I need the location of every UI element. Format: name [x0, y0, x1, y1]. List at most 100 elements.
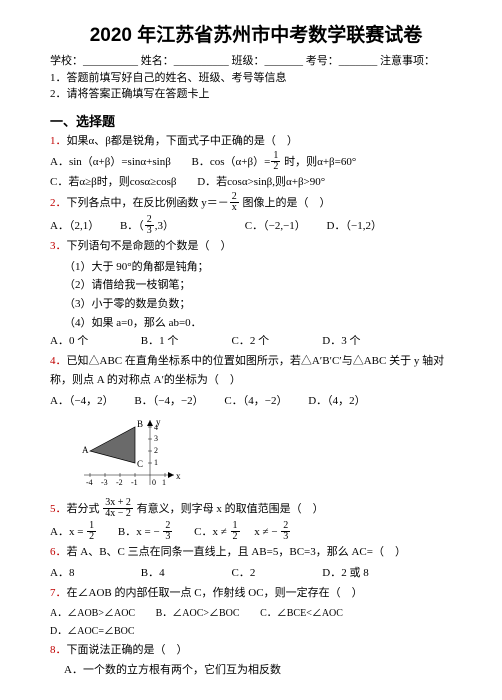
q6-num: 6． — [50, 546, 67, 558]
q3-opt-b: B．1 个 — [141, 332, 211, 352]
q3-s3: （3）小于零的数是负数； — [50, 295, 462, 314]
q7-opt-d: D．∠AOC=∠BOC — [50, 623, 135, 641]
page-title: 2020 年江苏省苏州市中考数学联赛试卷 — [50, 20, 462, 47]
q4-opt-b: B．（−4，−2） — [134, 392, 203, 412]
q7-opt-b: B．∠AOC>∠BOC — [156, 605, 240, 623]
question-4: 4．已知△ABC 在直角坐标系中的位置如图所示，若△A′B′C′与△ABC 关于… — [50, 352, 462, 389]
svg-text:3: 3 — [154, 434, 158, 443]
svg-text:-4: -4 — [86, 478, 93, 487]
svg-text:-1: -1 — [131, 478, 138, 487]
q5-opt-a: A．x = 12 — [50, 522, 97, 543]
q3-stem: 下列语句不是命题的个数是（ ） — [67, 240, 232, 252]
q4-opt-d: D．（4，2） — [308, 392, 365, 412]
school-label: 学校： — [50, 55, 83, 67]
q8-stem: 下面说法正确的是（ ） — [67, 644, 188, 656]
q3-s4: （4）如果 a=0，那么 ab=0． — [50, 314, 462, 333]
q2-stem-frac: 2x — [230, 192, 239, 213]
x-axis-label: x — [176, 471, 181, 481]
question-3: 3．下列语句不是命题的个数是（ ） — [50, 237, 462, 256]
q7-opt-a: A．∠AOB>∠AOC — [50, 605, 135, 623]
point-c-label: C — [137, 459, 143, 469]
q1-opt-c: C．若α≥β时，则cosα≥cosβ — [50, 173, 176, 193]
q8-opt-a: A．一个数的立方根有两个，它们互为相反数 — [50, 661, 462, 680]
notice-2: 2．请将答案正确填写在答题卡上 — [50, 86, 462, 103]
svg-text:0: 0 — [152, 478, 156, 487]
q2-opt-b: B．（23,3） — [120, 216, 174, 237]
q1-b-pre: B．cos（α+β）= — [192, 156, 271, 168]
question-6: 6．若 A、B、C 三点在同条一直线上，且 AB=5，BC=3，那么 AC=（ … — [50, 543, 462, 562]
q1-b-frac: 12 — [271, 151, 280, 172]
q5-stem-pre: 若分式 — [67, 503, 103, 515]
exam-page: 2020 年江苏省苏州市中考数学联赛试卷 学校：__________ 姓名：__… — [0, 0, 502, 700]
q7-num: 7． — [50, 587, 67, 599]
q6-options: A．8 B．4 C．2 D．2 或 8 — [50, 564, 462, 584]
q1-options-row2: C．若α≥β时，则cosα≥cosβ D．若cosα>sinβ,则α+β>90° — [50, 173, 462, 193]
class-label: 班级： — [232, 55, 265, 67]
q2-stem-pre: 下列各点中，在反比例函数 y＝－ — [67, 197, 229, 209]
q6-opt-d: D．2 或 8 — [322, 564, 368, 584]
q2-opt-c: C．（−2,−1） — [245, 217, 306, 237]
section-1-title: 一、选择题 — [50, 111, 462, 130]
q2-opt-a: A．（2,1） — [50, 217, 99, 237]
q4-figure: y x A B C -4 -3 -2 -1 0 1 1 2 3 4 — [74, 415, 462, 495]
svg-text:1: 1 — [162, 478, 166, 487]
q3-s2: （2）请借给我一枝钢笔； — [50, 276, 462, 295]
svg-text:4: 4 — [154, 423, 158, 432]
name-label: 姓名： — [141, 55, 174, 67]
question-1: 1．如果α、β都是锐角，下面式子中正确的是（ ） — [50, 132, 462, 151]
q2-stem-post: 图像上的是（ ） — [240, 197, 331, 209]
q2-options: A．（2,1） B．（23,3） C．（−2,−1） D．（−1,2） — [50, 216, 462, 237]
q4-opt-c: C．（4，−2） — [224, 392, 287, 412]
q5-stem-post: 有意义，则字母 x 的取值范围是（ ） — [134, 503, 324, 515]
q1-opt-b: B．cos（α+β）=12 时，则α+β=60° — [192, 152, 357, 173]
question-5: 5．若分式 3x + 24x − 2 有意义，则字母 x 的取值范围是（ ） — [50, 499, 462, 520]
q6-stem: 若 A、B、C 三点在同条一直线上，且 AB=5，BC=3，那么 AC=（ ） — [67, 546, 406, 558]
q4-options: A．（−4，2） B．（−4，−2） C．（4，−2） D．（4，2） — [50, 392, 462, 412]
q3-s1: （1）大于 90°的角都是钝角； — [50, 258, 462, 277]
q1-num: 1． — [50, 135, 67, 147]
q1-opt-d: D．若cosα>sinβ,则α+β>90° — [197, 173, 325, 193]
q4-stem: 已知△ABC 在直角坐标系中的位置如图所示，若△A′B′C′与△ABC 关于 y… — [50, 355, 444, 386]
point-b-label: B — [137, 419, 143, 429]
examno-label: 考号： — [306, 55, 339, 67]
q2-num: 2． — [50, 197, 67, 209]
q7-opt-c: C．∠BCE<∠AOC — [260, 605, 343, 623]
q1-options-row1: A．sin（α+β）=sinα+sinβ B．cos（α+β）=12 时，则α+… — [50, 152, 462, 173]
point-a-label: A — [82, 445, 89, 455]
q6-opt-a: A．8 — [50, 564, 120, 584]
question-7: 7．在∠AOB 的内部任取一点 C，作射线 OC，则一定存在（ ） — [50, 584, 462, 603]
q3-opt-a: A．0 个 — [50, 332, 120, 352]
notice-label: 注意事项： — [380, 55, 435, 67]
svg-text:-2: -2 — [116, 478, 123, 487]
question-2: 2．下列各点中，在反比例函数 y＝－2x 图像上的是（ ） — [50, 193, 462, 214]
svg-text:2: 2 — [154, 446, 158, 455]
q4-opt-a: A．（−4，2） — [50, 392, 114, 412]
q2-b-pre: B．（ — [120, 220, 144, 232]
q4-num: 4． — [50, 355, 67, 367]
q3-opt-d: D．3 个 — [322, 332, 360, 352]
q7-options: A．∠AOB>∠AOC B．∠AOC>∠BOC C．∠BCE<∠AOC D．∠A… — [50, 605, 462, 641]
q8-num: 8． — [50, 644, 67, 656]
q2-b-post: ,3） — [155, 220, 174, 232]
question-8: 8．下面说法正确的是（ ） — [50, 641, 462, 660]
q3-num: 3． — [50, 240, 67, 252]
q1-opt-a: A．sin（α+β）=sinα+sinβ — [50, 153, 171, 173]
q2-opt-d: D．（−1,2） — [327, 217, 382, 237]
q5-stem-frac: 3x + 24x − 2 — [103, 498, 133, 519]
q3-opt-c: C．2 个 — [232, 332, 302, 352]
q5-options: A．x = 12 B．x = − 23 C．x ≠ 12 x ≠ − 23 — [50, 522, 462, 543]
q6-opt-c: C．2 — [232, 564, 302, 584]
q2-b-frac: 23 — [145, 215, 154, 236]
header-fill-line: 学校：__________ 姓名：__________ 班级：_______ 考… — [50, 53, 462, 70]
q7-stem: 在∠AOB 的内部任取一点 C，作射线 OC，则一定存在（ ） — [67, 587, 363, 599]
q3-options: A．0 个 B．1 个 C．2 个 D．3 个 — [50, 332, 462, 352]
q1-stem: 如果α、β都是锐角，下面式子中正确的是（ ） — [67, 135, 298, 147]
q5-opt-b: B．x = − 23 — [118, 522, 174, 543]
notice-1: 1．答题前填写好自己的姓名、班级、考号等信息 — [50, 70, 462, 87]
q6-opt-b: B．4 — [141, 564, 211, 584]
q5-opt-c: C．x ≠ 12 x ≠ − 23 — [194, 522, 291, 543]
svg-text:1: 1 — [154, 458, 158, 467]
svg-text:-3: -3 — [101, 478, 108, 487]
q5-num: 5． — [50, 503, 67, 515]
q1-b-post: 时，则α+β=60° — [281, 156, 356, 168]
